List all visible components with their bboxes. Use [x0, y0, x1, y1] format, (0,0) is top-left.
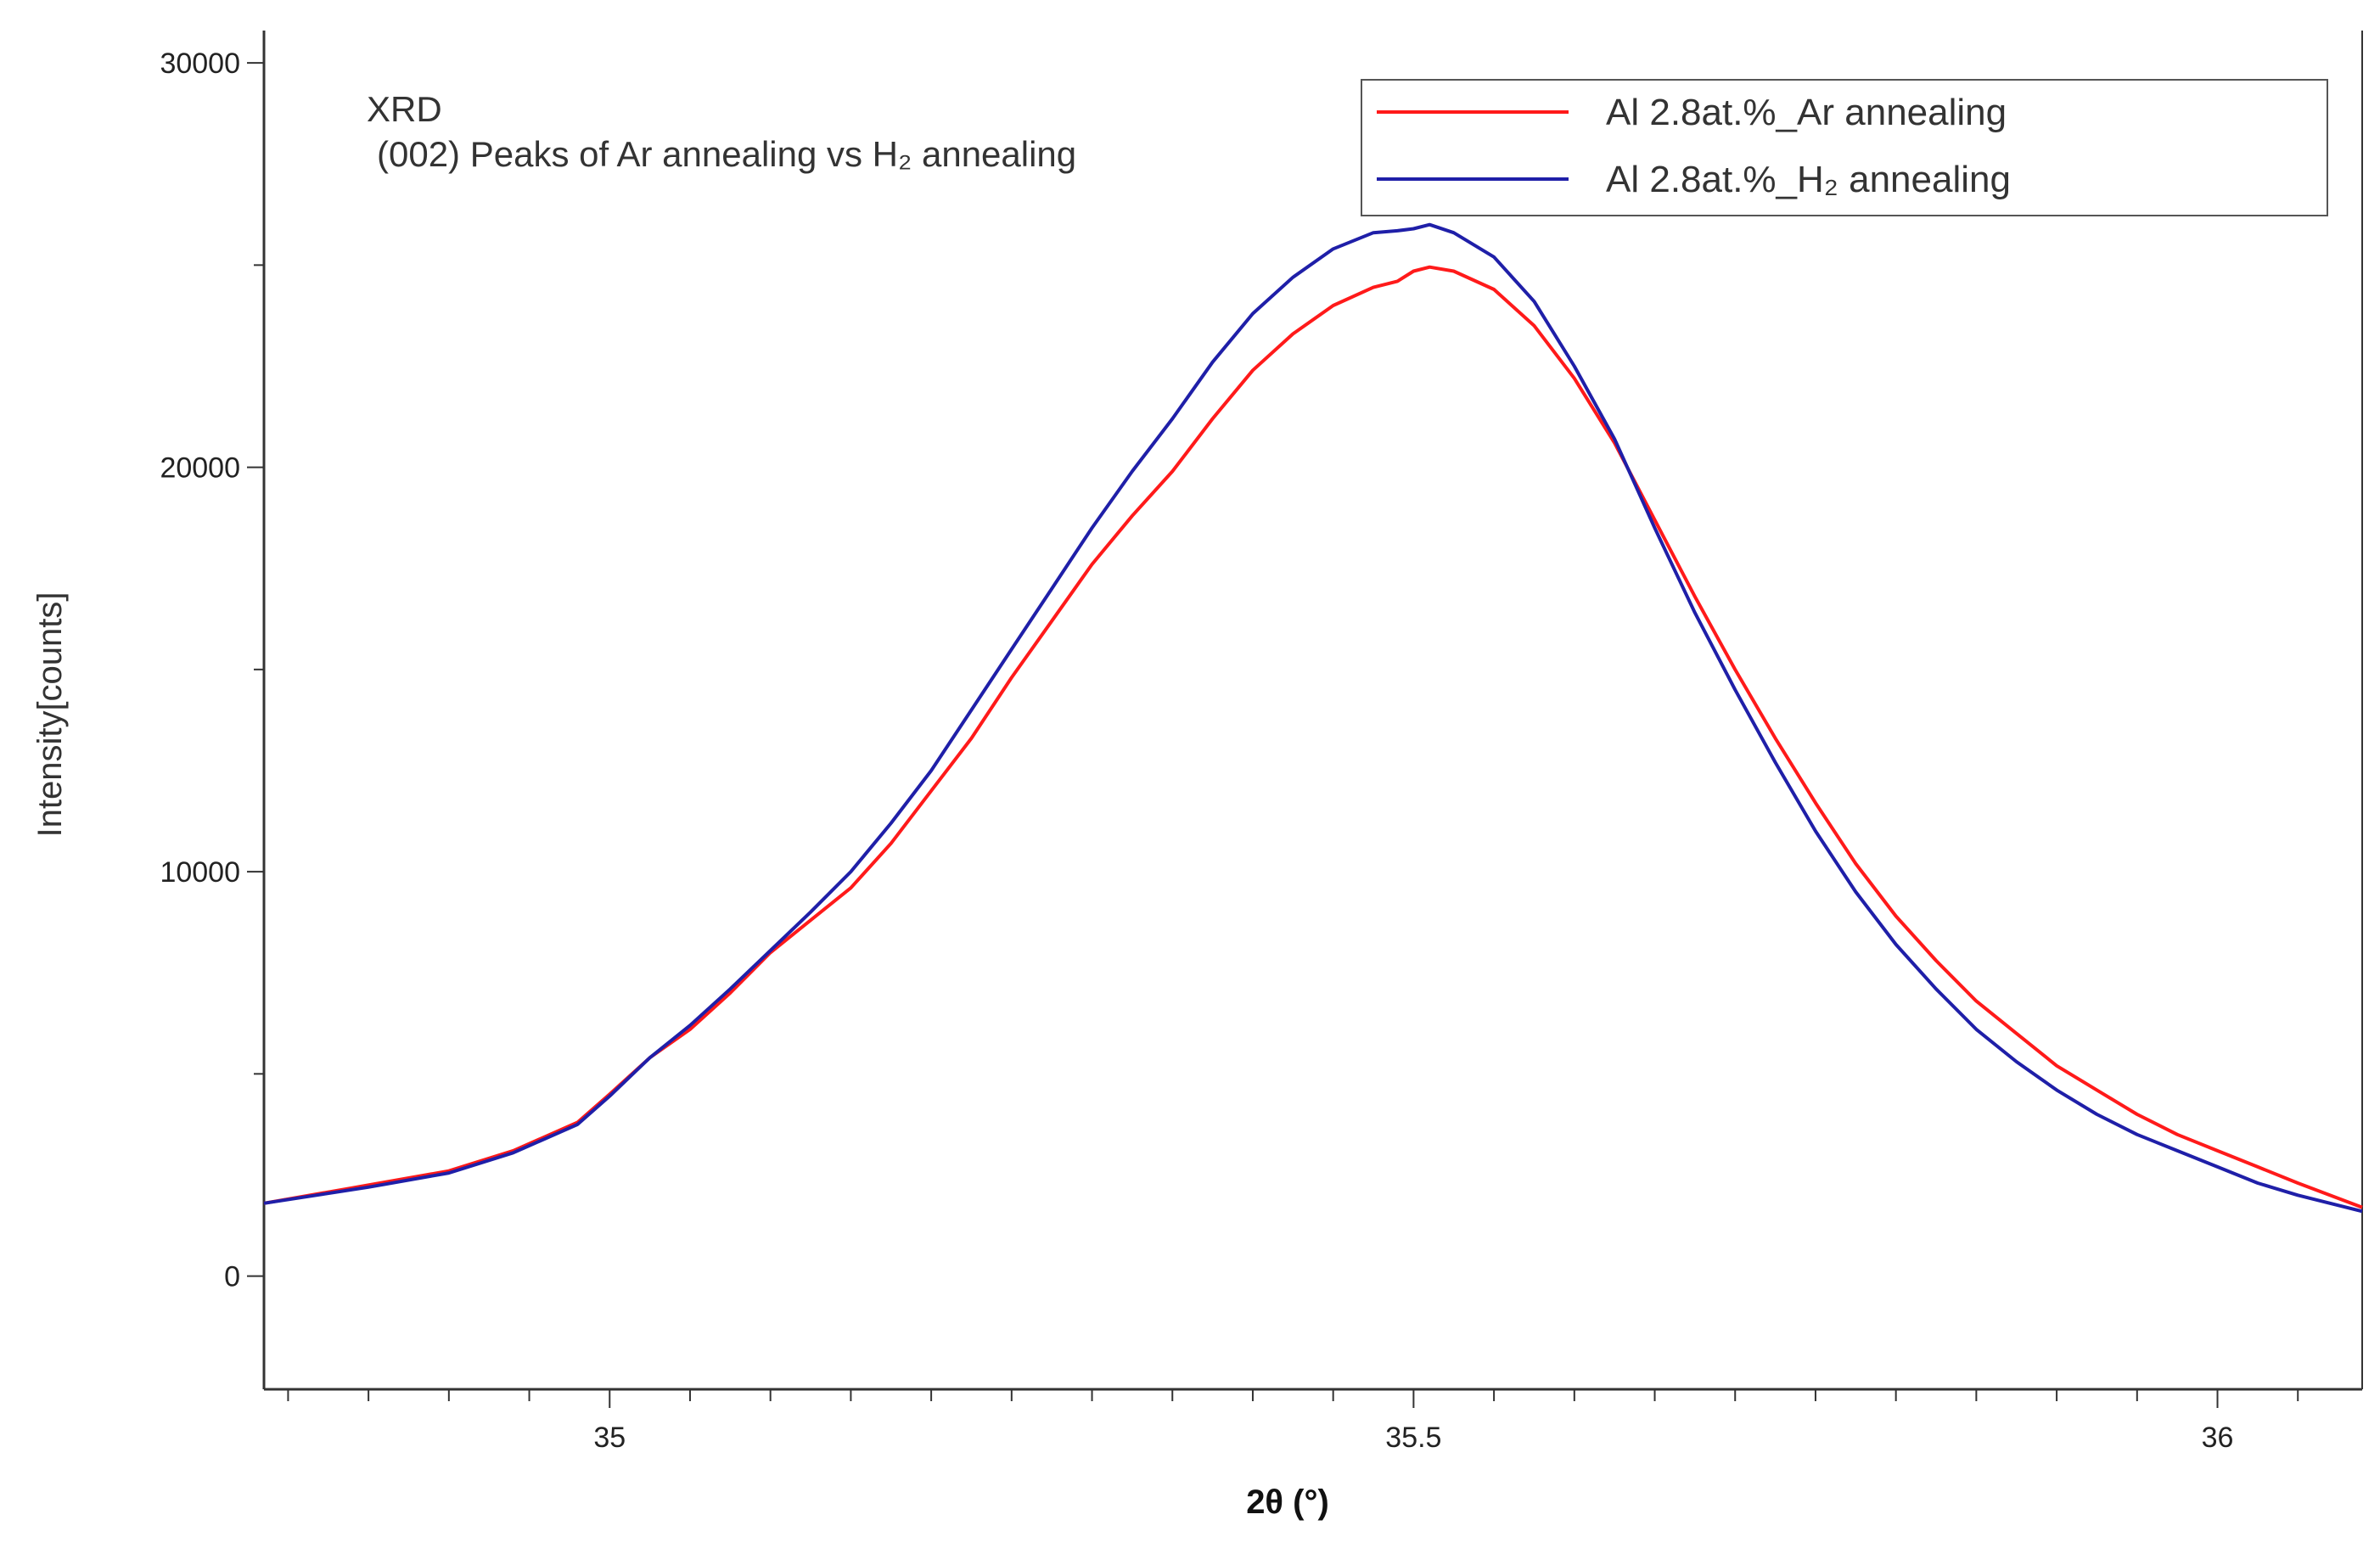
- plot-frame: [262, 31, 2363, 1391]
- y-axis-title: Intensity[counts]: [31, 592, 69, 837]
- legend-label-h2: Al 2.8at.%_H₂ annealing: [1606, 159, 2011, 200]
- annotation-peaks: (002) Peaks of Ar annealing vs H₂ anneal…: [377, 134, 1076, 174]
- series-line-ar-annealing: [263, 265, 2363, 1209]
- y-tick-label: 0: [224, 1261, 240, 1293]
- y-axis: 0 10000 20000 30000: [160, 48, 264, 1293]
- x-axis: 35 35.5 36: [287, 1389, 2299, 1454]
- x-axis-title: 2θ (°): [1246, 1484, 1329, 1521]
- y-tick-label: 30000: [160, 48, 240, 80]
- x-tick-label: 36: [2202, 1422, 2234, 1454]
- annotation-layer: XRD (002) Peaks of Ar annealing vs H₂ an…: [367, 89, 1076, 174]
- y-tick-label: 20000: [160, 452, 240, 485]
- x-tick-label: 35: [593, 1422, 626, 1454]
- series-line-h2-annealing: [263, 222, 2363, 1214]
- legend: Al 2.8at.%_Ar annealing Al 2.8at.%_H₂ an…: [1361, 79, 2328, 216]
- y-tick-label: 10000: [160, 856, 240, 889]
- legend-box: [1361, 79, 2328, 216]
- annotation-xrd: XRD: [367, 89, 442, 129]
- x-tick-label: 35.5: [1385, 1422, 1441, 1454]
- legend-label-ar: Al 2.8at.%_Ar annealing: [1606, 92, 2007, 133]
- series-layer: [263, 222, 2363, 1214]
